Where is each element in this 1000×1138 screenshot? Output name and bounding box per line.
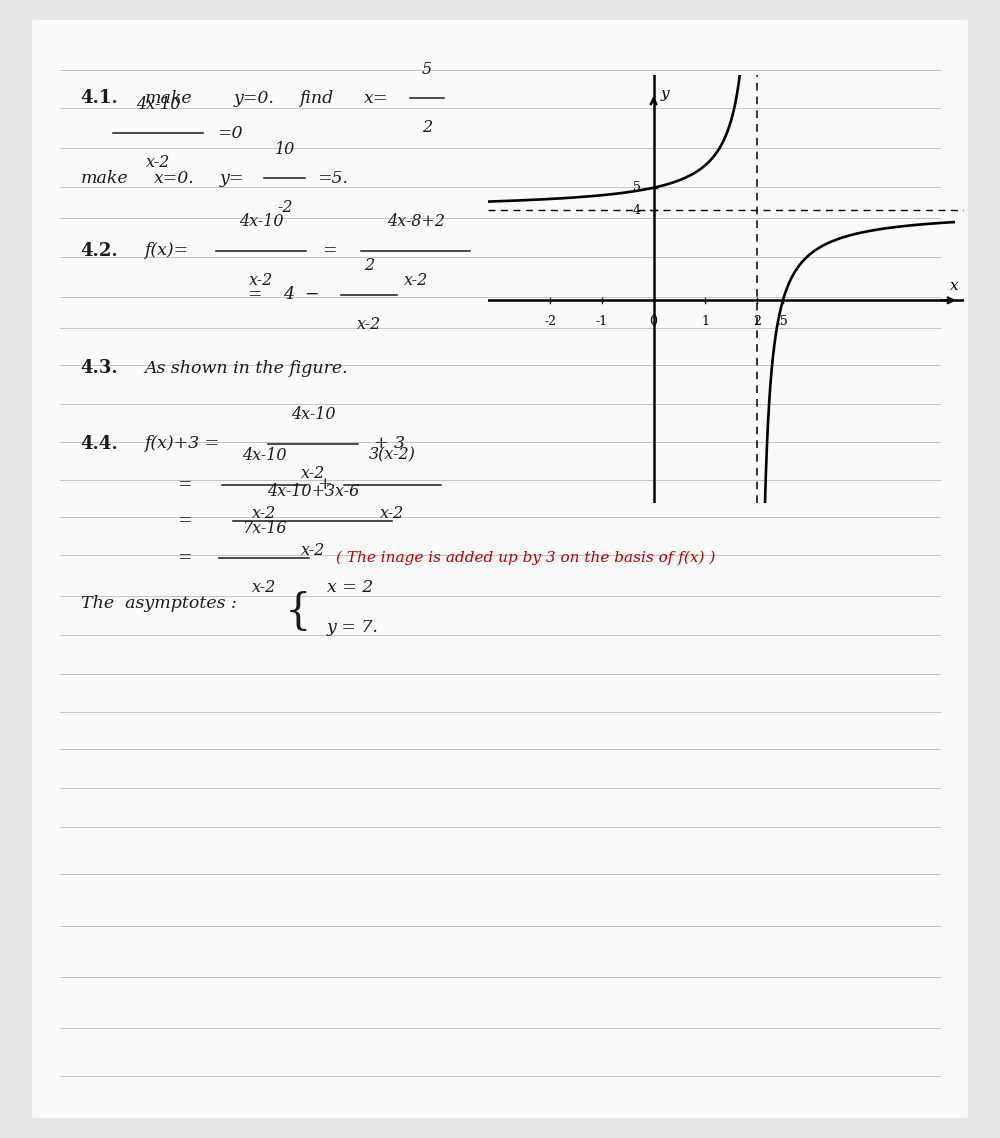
Text: =0: =0 [217,125,243,142]
Text: 10: 10 [275,141,295,157]
Text: + 3: + 3 [374,436,405,453]
Text: ( The inage is added up by 3 on the basis of f(x) ): ( The inage is added up by 3 on the basi… [336,551,716,566]
Text: make: make [144,90,192,107]
Text: 4x-10: 4x-10 [136,96,181,113]
Text: -2: -2 [544,315,556,328]
Text: x-2: x-2 [252,579,276,596]
Text: -2: -2 [277,199,292,216]
Text: 4.3.: 4.3. [81,360,118,377]
Text: =5.: =5. [317,170,348,187]
Text: y = 7.: y = 7. [327,619,379,636]
Text: =: = [177,476,192,493]
Text: =: = [177,512,192,529]
Text: 4: 4 [633,204,641,216]
Text: 5: 5 [633,181,641,195]
Text: 0: 0 [650,315,658,328]
Text: =: = [322,242,337,259]
Text: 2: 2 [364,257,374,274]
Text: x-2: x-2 [380,505,404,522]
Text: 4.4.: 4.4. [81,435,118,453]
Text: x-2: x-2 [252,505,276,522]
Text: 1: 1 [701,315,709,328]
Text: As shown in the figure.: As shown in the figure. [144,360,348,377]
Text: =: = [247,287,262,303]
Text: y: y [661,86,669,100]
Text: x=0.: x=0. [154,170,194,187]
Text: x=: x= [364,90,389,107]
Text: 4x-10: 4x-10 [242,447,286,463]
Text: .5: .5 [777,315,789,328]
Text: 2: 2 [422,119,432,137]
Text: x = 2: x = 2 [327,579,373,596]
Text: 2: 2 [753,315,761,328]
Text: =: = [177,550,192,567]
Text: -1: -1 [596,315,608,328]
Text: x-2: x-2 [357,315,381,332]
Text: x-2: x-2 [301,542,325,559]
Text: x: x [950,279,959,294]
Text: The  asymptotes :: The asymptotes : [81,594,237,611]
Text: 4  −: 4 − [283,287,319,303]
Text: 4x-10+3x-6: 4x-10+3x-6 [267,483,359,500]
Text: y=: y= [219,170,244,187]
Text: 7x-16: 7x-16 [242,520,286,537]
FancyBboxPatch shape [29,13,971,1125]
Text: 3(x-2): 3(x-2) [369,447,416,463]
Text: 4x-10: 4x-10 [291,406,335,423]
Text: y=0.: y=0. [233,90,274,107]
Text: f(x)+3 =: f(x)+3 = [144,436,219,453]
Text: {: { [285,591,311,633]
Text: x-2: x-2 [249,272,273,289]
Text: find: find [299,90,333,107]
Text: +: + [317,476,332,493]
Text: x-2: x-2 [301,464,325,481]
Text: 4x-10: 4x-10 [239,213,284,230]
Text: 4x-8+2: 4x-8+2 [387,213,445,230]
Text: 4.2.: 4.2. [81,242,118,259]
Text: f(x)=: f(x)= [144,242,188,259]
Text: x-2: x-2 [146,155,170,172]
Text: x-2: x-2 [404,272,428,289]
Text: 4.1.: 4.1. [81,90,118,107]
Text: 5: 5 [422,60,432,77]
Text: make: make [81,170,128,187]
